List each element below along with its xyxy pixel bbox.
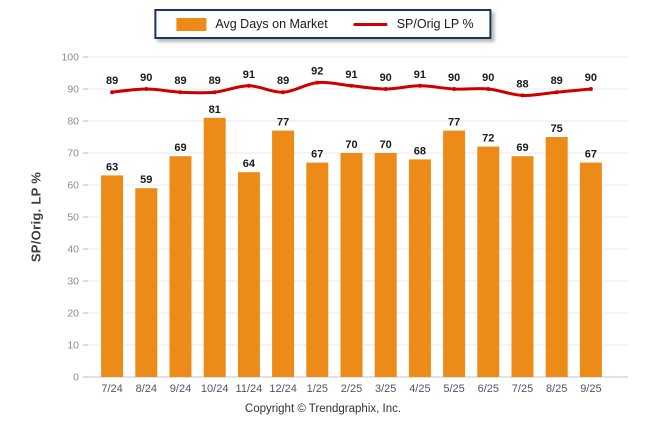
y-tick-label: 50 [67,212,79,224]
y-tick-label: 40 [67,244,79,256]
bar [306,162,329,377]
trend-line-point [212,90,217,95]
bar-value-label: 59 [140,174,152,186]
bar [340,153,363,377]
bar-value-label: 68 [414,145,426,157]
x-tick-label: 1/25 [307,383,328,395]
line-value-label: 90 [140,72,152,84]
y-tick-label: 100 [61,52,79,64]
trend-line-point [383,87,388,91]
line-value-label: 89 [106,75,118,87]
y-tick-label: 30 [67,276,79,288]
line-value-label: 91 [345,69,357,81]
line-series-swatch [353,22,388,26]
y-tick-label: 70 [67,148,79,160]
x-tick-label: 9/25 [580,383,601,395]
x-tick-label: 8/25 [546,383,567,395]
legend: Avg Days on Market SP/Orig LP % [154,9,492,39]
trend-line-point [178,90,183,95]
bar [374,153,397,377]
line-value-label: 90 [585,72,597,84]
bar-series-label: Avg Days on Market [215,17,328,31]
bar-value-label: 69 [174,142,186,154]
bar [579,162,602,377]
x-tick-label: 9/24 [170,383,191,395]
bar [545,137,568,377]
trend-line-point [349,83,354,88]
bar [237,172,260,377]
y-tick-label: 10 [67,340,79,352]
trend-line-point [520,93,525,98]
line-value-label: 88 [516,78,528,90]
trend-line-point [110,90,115,95]
bar [169,156,192,377]
x-tick-label: 4/25 [409,383,430,395]
y-tick-label: 90 [67,84,79,96]
line-value-label: 91 [414,69,426,81]
trend-line-point [246,83,251,88]
bar-value-label: 67 [311,149,323,161]
copyright-notice: Copyright © Trendgraphix, Inc. [244,403,402,415]
trend-line-point [144,87,149,91]
chart-canvas: 0 10 20 30 40 50 60 70 80 90 100 63 7/24 59 8/24 69 9/24… [61,52,628,395]
line-value-label: 90 [482,72,494,84]
trend-line-point [554,90,559,95]
x-tick-label: 11/24 [236,383,263,395]
bar-value-label: 70 [380,139,392,151]
line-value-label: 89 [174,75,186,87]
y-tick-label: 80 [67,116,79,128]
trend-line-point [486,87,491,91]
bar-value-label: 81 [209,104,221,116]
line-value-label: 90 [380,72,392,84]
x-tick-label: 10/24 [201,383,229,395]
bar-value-label: 63 [106,161,118,173]
bar-value-label: 64 [243,158,256,170]
legend-item-line: SP/Orig LP % [353,17,474,31]
line-value-label: 89 [209,75,221,87]
x-tick-label: 6/25 [478,383,499,395]
trend-line-point [417,83,422,88]
trend-line-point [315,80,320,85]
x-tick-label: 12/24 [269,383,297,395]
line-value-label: 91 [243,69,255,81]
bar [511,156,534,377]
bar-value-label: 77 [277,117,289,129]
line-value-label: 89 [277,75,289,87]
bar [443,130,466,377]
bar-value-label: 75 [551,123,563,135]
x-tick-label: 8/24 [136,383,157,395]
bar [272,130,295,377]
x-tick-label: 7/24 [101,383,122,395]
y-tick-label: 60 [67,180,79,192]
x-tick-label: 5/25 [443,383,464,395]
trend-line-point [281,90,286,95]
line-value-label: 89 [551,75,563,87]
x-tick-label: 7/25 [512,383,533,395]
bar [477,146,500,377]
bar [101,175,124,377]
x-tick-label: 3/25 [375,383,396,395]
legend-item-bar: Avg Days on Market [176,17,328,31]
bar-value-label: 72 [482,133,494,145]
line-series-label: SP/Orig LP % [396,17,474,31]
bar-value-label: 77 [448,117,460,129]
line-value-label: 90 [448,72,460,84]
bar [408,159,431,377]
bar-series-swatch [176,17,207,31]
bar-value-label: 70 [345,139,357,151]
x-tick-label: 2/25 [341,383,362,395]
y-tick-label: 0 [73,372,79,384]
bar-value-label: 69 [516,142,528,154]
bar [203,117,226,378]
bar [135,188,158,377]
trend-line-point [588,87,593,91]
bar-value-label: 67 [585,149,597,161]
y-tick-label: 20 [67,308,79,320]
line-value-label: 92 [311,66,323,78]
trend-line-point [452,87,457,91]
